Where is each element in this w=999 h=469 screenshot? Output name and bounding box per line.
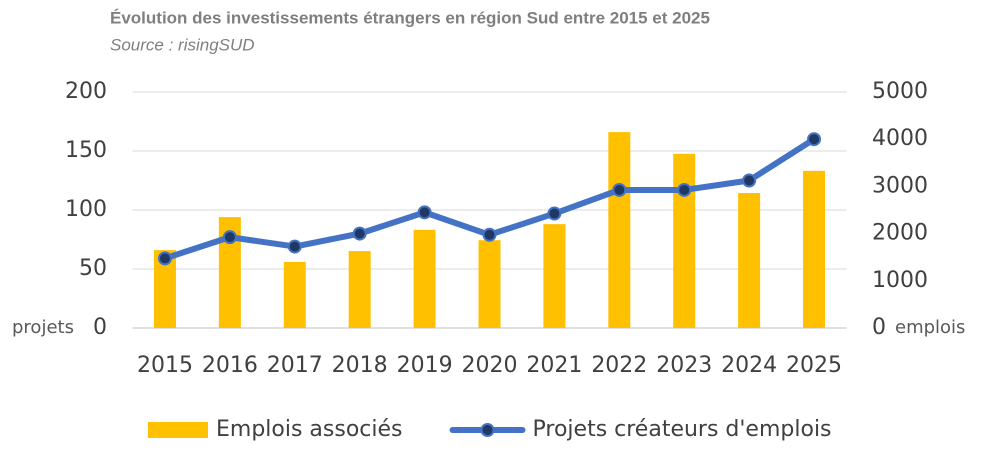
x-tick-label: 2019 — [397, 353, 453, 378]
marker — [482, 227, 497, 242]
y2-tick-label: 4000 — [872, 126, 928, 151]
y-tick-label: 0 — [93, 315, 107, 340]
chart-subtitle: Source : risingSUD — [110, 35, 255, 54]
bar — [608, 132, 631, 328]
bar — [543, 224, 566, 328]
y-tick-label: 200 — [65, 79, 107, 104]
marker — [222, 230, 237, 245]
y2-axis-label: emplois — [895, 317, 965, 338]
x-tick-label: 2024 — [721, 353, 777, 378]
marker — [352, 226, 367, 241]
x-tick-label: 2015 — [137, 353, 193, 378]
marker — [287, 239, 302, 254]
y-axis-label: projets — [12, 317, 74, 338]
marker — [807, 132, 822, 147]
y-tick-label: 50 — [79, 256, 107, 281]
bar — [283, 261, 306, 328]
legend-label: Emplois associés — [216, 417, 403, 442]
bar — [218, 217, 241, 328]
x-tick-label: 2022 — [591, 353, 647, 378]
marker — [417, 205, 432, 220]
marker — [547, 206, 562, 221]
legend-label: Projets créateurs d'emplois — [533, 417, 832, 442]
y-tick-label: 100 — [65, 197, 107, 222]
bar — [413, 229, 436, 328]
y-tick-label: 150 — [65, 138, 107, 163]
x-tick-label: 2025 — [786, 353, 842, 378]
marker — [742, 173, 757, 188]
y2-tick-label: 0 — [872, 315, 886, 340]
bar — [738, 193, 761, 328]
y2-tick-label: 2000 — [872, 221, 928, 246]
legend-marker — [480, 423, 495, 437]
y2-tick-label: 3000 — [872, 173, 928, 198]
chart-title: Évolution des investissements étrangers … — [110, 8, 710, 27]
x-tick-label: 2016 — [202, 353, 258, 378]
bar — [153, 250, 176, 328]
y2-tick-label: 5000 — [872, 79, 928, 104]
marker — [157, 251, 172, 266]
y2-tick-label: 1000 — [872, 268, 928, 293]
x-tick-label: 2017 — [267, 353, 323, 378]
bar — [803, 170, 826, 328]
x-tick-label: 2020 — [462, 353, 518, 378]
x-tick-label: 2018 — [332, 353, 388, 378]
x-tick-label: 2023 — [656, 353, 712, 378]
bar — [348, 251, 371, 328]
bar — [478, 240, 501, 328]
legend-swatch — [148, 422, 208, 438]
bar — [673, 153, 696, 328]
marker — [612, 182, 627, 197]
x-tick-label: 2021 — [526, 353, 582, 378]
marker — [677, 182, 692, 197]
